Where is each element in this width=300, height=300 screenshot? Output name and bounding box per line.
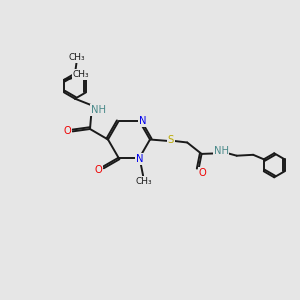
Text: O: O xyxy=(198,167,206,178)
Text: CH₃: CH₃ xyxy=(136,177,153,186)
Text: NH: NH xyxy=(91,105,106,115)
Text: NH: NH xyxy=(214,146,229,156)
Text: N: N xyxy=(139,116,146,126)
Text: CH₃: CH₃ xyxy=(69,53,86,62)
Text: O: O xyxy=(95,165,103,175)
Text: S: S xyxy=(168,135,174,146)
Text: N: N xyxy=(136,154,143,164)
Text: CH₃: CH₃ xyxy=(72,70,89,79)
Text: O: O xyxy=(64,126,72,136)
